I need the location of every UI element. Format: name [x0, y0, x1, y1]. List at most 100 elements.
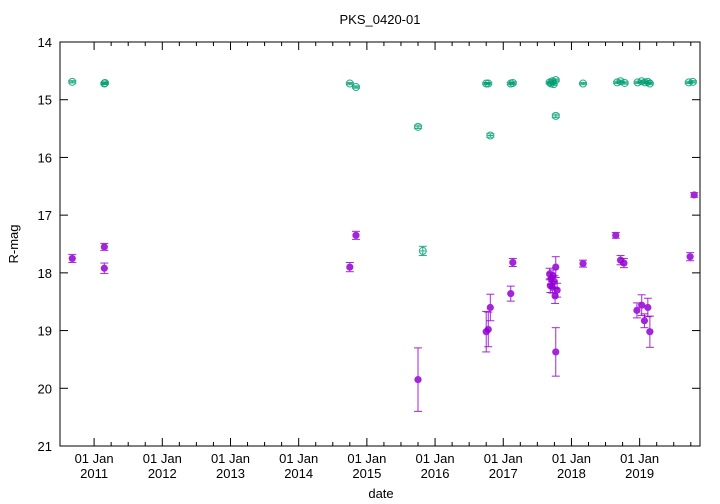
comparison-point [486, 131, 495, 140]
plot-frame [59, 41, 701, 447]
marker [551, 111, 560, 120]
y-tick-label: 15 [38, 93, 52, 108]
marker [352, 231, 360, 239]
data-point [68, 253, 77, 263]
comparison-point [508, 78, 517, 87]
marker [100, 243, 108, 251]
marker [579, 260, 587, 268]
comparison-point [484, 79, 493, 88]
comparison-point [616, 77, 625, 86]
data-point [484, 311, 493, 348]
data-point [553, 282, 562, 298]
data-point [551, 256, 560, 278]
x-tick-label: 2016 [421, 466, 450, 481]
marker [616, 77, 625, 86]
comparison-point [68, 77, 77, 86]
comparison-point [414, 122, 423, 131]
x-tick-label: 2018 [557, 466, 586, 481]
marker [507, 290, 515, 298]
y-axis-label: R-mag [6, 224, 21, 263]
marker [345, 79, 354, 88]
marker [620, 78, 629, 87]
x-tick-label: 2013 [216, 466, 245, 481]
data-point [645, 315, 654, 348]
marker [414, 376, 422, 384]
comparison-point [101, 78, 110, 87]
x-axis-label: date [368, 486, 393, 501]
x-tick-label: 01 Jan [552, 451, 591, 466]
comparison-point [551, 111, 560, 120]
marker [549, 80, 558, 89]
data-point [690, 191, 699, 199]
marker [643, 77, 652, 86]
x-tick-label: 01 Jan [75, 451, 114, 466]
data-point [351, 230, 360, 240]
y-tick-label: 19 [38, 324, 52, 339]
data-point [640, 313, 649, 329]
x-tick-label: 01 Jan [416, 451, 455, 466]
comparison-point [579, 79, 588, 88]
y-tick-label: 16 [38, 150, 52, 165]
y-tick-label: 20 [38, 381, 52, 396]
marker [509, 258, 517, 267]
comparison-point [551, 76, 560, 85]
y-tick-label: 17 [38, 208, 52, 223]
marker [686, 253, 694, 261]
marker [414, 122, 423, 131]
y-tick-label: 18 [38, 266, 52, 281]
data-point [100, 262, 109, 274]
marker [644, 303, 652, 312]
comparison-point [688, 77, 697, 86]
marker [486, 131, 495, 140]
marker [620, 259, 628, 267]
marker [68, 77, 77, 86]
marker [484, 325, 492, 334]
comparison-point [620, 78, 629, 87]
data-point [508, 257, 517, 268]
marker [101, 78, 110, 87]
comparison-point [684, 78, 693, 87]
x-tick-label: 2019 [625, 466, 654, 481]
marker [690, 191, 698, 199]
data-point [619, 257, 628, 269]
marker [612, 231, 620, 239]
x-tick-label: 01 Jan [620, 451, 659, 466]
marker [486, 303, 494, 312]
data-point [643, 297, 652, 318]
x-tick-label: 2015 [352, 466, 381, 481]
comparison-point [418, 245, 427, 257]
data-point [506, 285, 515, 302]
marker [100, 264, 108, 272]
x-tick-label: 2011 [80, 466, 108, 481]
marker [484, 79, 493, 88]
data-point [414, 347, 423, 412]
marker [638, 301, 646, 309]
marker [579, 79, 588, 88]
x-tick-label: 01 Jan [484, 451, 523, 466]
marker [553, 286, 561, 294]
marker [346, 263, 354, 271]
comparison-point [645, 79, 654, 88]
marker [551, 76, 560, 85]
x-tick-label: 01 Jan [279, 451, 318, 466]
x-tick-label: 2014 [284, 466, 313, 481]
data-point [486, 293, 495, 322]
marker [633, 306, 641, 314]
data-point [550, 275, 559, 288]
x-tick-label: 01 Jan [347, 451, 386, 466]
marker [684, 78, 693, 87]
marker [640, 317, 649, 325]
y-tick-label: 14 [38, 35, 52, 50]
marker [552, 263, 560, 271]
comparison-point [351, 83, 360, 92]
marker [508, 78, 517, 87]
marker [68, 254, 76, 263]
y-tick-label: 21 [38, 439, 52, 454]
marker [418, 246, 427, 255]
data-point [611, 231, 620, 239]
data-point [686, 252, 695, 262]
data-point [345, 261, 354, 273]
marker [552, 348, 560, 356]
x-tick-label: 2017 [489, 466, 518, 481]
